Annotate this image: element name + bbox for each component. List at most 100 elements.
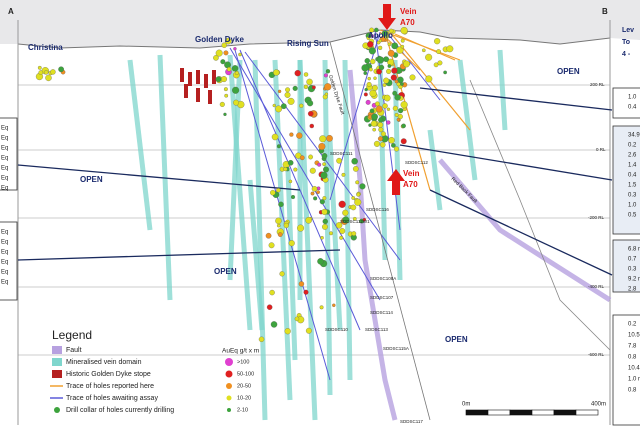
vein-domain	[252, 59, 268, 421]
intercept	[351, 196, 356, 200]
intercept	[378, 127, 384, 133]
intercept	[375, 101, 380, 107]
intercept	[387, 42, 392, 47]
intercept	[220, 59, 226, 65]
intercept	[393, 146, 400, 152]
intercept	[270, 189, 276, 196]
intercept	[422, 48, 426, 53]
intercept	[394, 94, 401, 101]
open-label: OPEN	[557, 67, 580, 76]
intercept	[298, 281, 305, 287]
intercept	[289, 132, 294, 137]
intercept	[335, 222, 343, 229]
intercept	[400, 38, 405, 43]
intercept	[387, 49, 395, 57]
intercept	[269, 289, 275, 296]
intercept	[397, 114, 403, 120]
intercept	[215, 76, 222, 83]
intercept-text: 0.4	[628, 105, 637, 111]
intercept	[317, 258, 324, 265]
intercept	[366, 81, 372, 87]
legend-item: Trace of holes reported here	[66, 383, 154, 390]
intercept	[277, 89, 282, 94]
intercept	[388, 137, 395, 144]
legend-item: Fault	[66, 347, 82, 354]
intercept	[272, 103, 276, 108]
intercept	[320, 236, 324, 240]
hole-trace	[469, 79, 611, 351]
intercept-box	[612, 314, 640, 426]
intercept-text: 0.3	[628, 193, 637, 199]
intercept	[392, 90, 398, 96]
intercept	[351, 231, 357, 236]
intercept	[371, 113, 378, 121]
intercept	[369, 89, 377, 97]
vein-domain	[377, 59, 388, 261]
intercept-text: 1.5	[628, 183, 637, 189]
historic-stope	[212, 70, 216, 84]
intercept	[369, 27, 375, 33]
place-label: Apollo	[368, 31, 393, 40]
vein-domain	[327, 139, 343, 331]
intercept	[378, 117, 384, 123]
historic-stope	[204, 74, 208, 88]
leader-line	[17, 249, 341, 261]
intercept	[323, 166, 329, 173]
intercept	[43, 70, 49, 75]
intercept	[391, 42, 399, 50]
vein-domain	[457, 59, 478, 181]
intercept	[375, 105, 383, 113]
intercept	[292, 85, 298, 91]
intercept-text: 0.8	[628, 355, 637, 361]
intercept	[213, 55, 219, 61]
intercept	[403, 60, 410, 68]
intercept	[436, 49, 441, 54]
intercept	[387, 64, 392, 68]
intercept	[294, 316, 300, 322]
intercept-text: 6.8 m	[628, 247, 640, 253]
intercept	[383, 94, 391, 102]
intercept	[275, 105, 283, 113]
intercept	[386, 68, 392, 74]
intercept	[322, 162, 327, 167]
intercept	[400, 138, 407, 145]
intercept-text: 2.8	[628, 287, 637, 293]
intercept-text: 0.8	[628, 388, 637, 394]
intercept	[446, 45, 454, 53]
intercept-box	[612, 125, 640, 235]
intercept-text: 7.8	[628, 344, 637, 350]
intercept	[363, 71, 368, 76]
intercept	[391, 67, 398, 74]
hole-label: SDDSC117	[400, 419, 423, 424]
intercept	[400, 101, 408, 109]
intercept-box	[612, 239, 640, 293]
intercept	[233, 47, 237, 51]
intercept-text: 0.4	[628, 173, 637, 179]
intercept	[309, 123, 314, 129]
intercept	[378, 64, 385, 71]
intercept	[276, 188, 281, 193]
intercept	[316, 186, 321, 191]
intercept	[305, 327, 312, 334]
intercept	[336, 157, 342, 164]
intercept-text: Eq	[1, 230, 8, 236]
hole-label: SDDSC115A	[383, 346, 409, 351]
legend-swatch	[52, 358, 62, 366]
vein-domain	[427, 129, 443, 211]
intercept	[265, 232, 272, 239]
intercept	[306, 78, 313, 86]
intercept-text: 0.5	[628, 213, 637, 219]
intercept-text: Eq	[1, 176, 8, 182]
scale-bar	[531, 409, 555, 416]
intercept	[433, 62, 439, 68]
panel-header: 4 -	[622, 51, 631, 58]
intercept	[354, 198, 362, 206]
rl-label: 0 RL	[596, 147, 606, 152]
hole-label: SDDSC107	[370, 295, 394, 300]
vein-domain	[285, 169, 298, 361]
intercept	[400, 27, 408, 35]
intercept	[392, 105, 398, 111]
intercept	[268, 242, 275, 249]
